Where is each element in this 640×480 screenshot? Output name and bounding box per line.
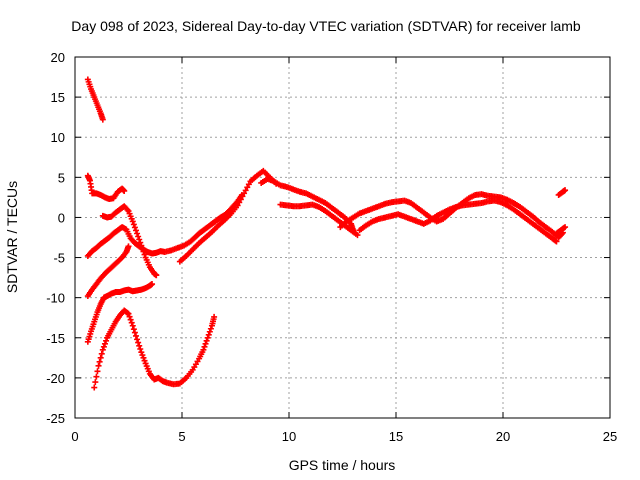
data-point: [125, 243, 132, 250]
chart-title: Day 098 of 2023, Sidereal Day-to-day VTE…: [71, 18, 581, 34]
data-point: [138, 349, 145, 356]
x-tick-label: 20: [496, 429, 510, 444]
data-point: [234, 202, 241, 209]
data-point: [134, 230, 141, 237]
data-point: [99, 346, 106, 353]
data-point: [103, 337, 110, 344]
data-point: [239, 193, 246, 200]
series-arc-2: [84, 172, 128, 202]
data-point: [202, 340, 209, 347]
data-point: [203, 337, 210, 344]
series-arc-6: [84, 281, 156, 345]
data-point: [129, 322, 136, 329]
data-point: [134, 336, 141, 343]
x-axis-label: GPS time / hours: [289, 457, 396, 473]
data-point: [132, 227, 139, 234]
data-point: [236, 199, 243, 206]
plot-frame: [74, 56, 611, 419]
data-point: [560, 224, 567, 231]
series-arc-3: [99, 203, 160, 279]
data-point: [211, 313, 218, 320]
data-point: [95, 362, 102, 369]
data-point: [207, 325, 214, 332]
data-point: [136, 342, 143, 349]
data-point: [552, 237, 559, 244]
x-tick-label: 15: [389, 429, 403, 444]
y-tick-label: -20: [46, 371, 65, 386]
data-point: [204, 334, 211, 341]
data-point: [127, 316, 134, 323]
series-arc-14: [553, 224, 569, 237]
y-tick-label: -10: [46, 291, 65, 306]
data-point: [92, 379, 99, 386]
data-point: [124, 309, 131, 316]
data-point: [121, 187, 128, 194]
data-point: [130, 221, 137, 228]
grid-lines: [75, 57, 610, 418]
data-point: [241, 190, 248, 197]
series-arc-13: [555, 187, 569, 198]
data-point: [100, 343, 107, 350]
data-point: [93, 373, 100, 380]
data-point: [141, 357, 148, 364]
data-point: [97, 354, 104, 361]
data-point: [137, 346, 144, 353]
data-points: [84, 76, 569, 391]
data-point: [128, 319, 135, 326]
data-point: [562, 224, 569, 231]
data-point: [135, 339, 142, 346]
data-point: [244, 184, 251, 191]
y-tick-label: -15: [46, 331, 65, 346]
y-tick-label: 0: [58, 210, 65, 225]
data-point: [237, 196, 244, 203]
data-point: [354, 232, 361, 239]
x-tick-label: 10: [282, 429, 296, 444]
series-arc-12: [356, 197, 560, 245]
data-point: [130, 326, 137, 333]
y-tick-label: -5: [53, 251, 65, 266]
x-tick-label: 0: [71, 429, 78, 444]
axis-ticks: 0 5 10 15 20 25 -25 -20 -15 -10 -5 0 5 10 15 20: [46, 50, 617, 444]
series-arc-1: [84, 76, 106, 123]
y-tick-label: 15: [51, 90, 65, 105]
y-tick-label: 10: [51, 130, 65, 145]
data-point: [91, 384, 98, 391]
data-point: [98, 350, 105, 357]
data-point: [205, 331, 212, 338]
data-point: [131, 224, 138, 231]
y-tick-label: 5: [58, 170, 65, 185]
series-arc-11: [337, 191, 566, 241]
data-point: [96, 358, 103, 365]
y-axis-label: SDTVAR / TECUs: [4, 181, 20, 293]
data-point: [132, 332, 139, 339]
series-arc-7: [91, 307, 218, 391]
y-tick-label: -25: [46, 411, 65, 426]
data-point: [553, 238, 560, 245]
data-point: [129, 218, 136, 225]
data-point: [149, 281, 156, 288]
data-point: [94, 368, 101, 375]
y-tick-label: 20: [51, 50, 65, 65]
series-arc-4: [84, 191, 245, 259]
data-point: [101, 340, 108, 347]
data-point: [562, 187, 569, 194]
data-point: [140, 354, 147, 361]
data-point: [126, 313, 133, 320]
data-point: [125, 310, 132, 317]
data-point: [139, 352, 146, 359]
data-point: [245, 181, 252, 188]
data-point: [135, 233, 142, 240]
data-point: [206, 328, 213, 335]
series-arc-5: [84, 243, 132, 300]
data-point: [201, 343, 208, 350]
x-tick-label: 25: [603, 429, 617, 444]
data-point: [242, 187, 249, 194]
data-point: [99, 116, 106, 123]
x-tick-label: 5: [178, 429, 185, 444]
data-point: [153, 272, 160, 279]
data-point: [200, 346, 207, 353]
data-point: [131, 329, 138, 336]
data-point: [136, 236, 143, 243]
